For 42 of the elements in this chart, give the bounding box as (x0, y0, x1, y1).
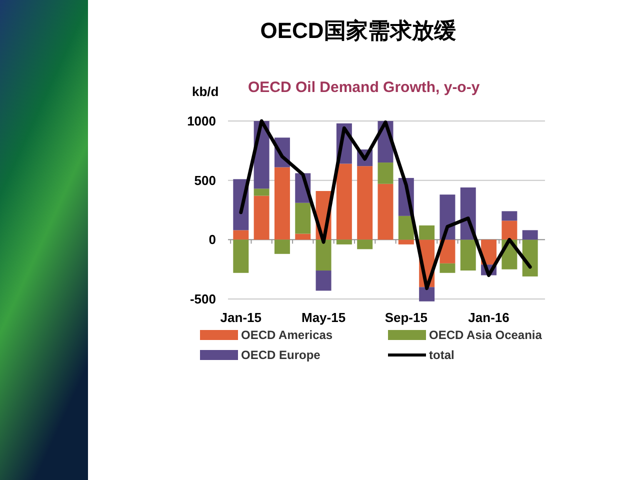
bar (316, 270, 332, 291)
bar (502, 220, 518, 240)
x-tick-label: Sep-15 (384, 310, 428, 325)
bar (254, 196, 270, 240)
bar (274, 240, 290, 254)
bar (316, 240, 332, 271)
bar (502, 211, 518, 221)
bar (398, 216, 414, 240)
bar (336, 240, 352, 244)
legend-label: OECD Europe (241, 348, 321, 362)
line-series (239, 119, 532, 290)
bar (419, 225, 435, 240)
bar (440, 263, 456, 273)
bar (233, 240, 249, 273)
y-tick-label: 0 (208, 232, 216, 248)
bar (522, 230, 538, 240)
bar (357, 240, 373, 250)
x-tick-label: Jan-16 (468, 310, 510, 325)
bar (460, 240, 476, 271)
bar (295, 202, 311, 234)
bar (378, 162, 394, 184)
bar (419, 287, 435, 302)
x-tick-label: May-15 (301, 310, 346, 325)
y-tick-label: 1000 (187, 114, 216, 129)
bar (233, 230, 249, 240)
bar (336, 164, 352, 240)
chart-title: OECD国家需求放缓 (260, 18, 456, 43)
legend-label: OECD Americas (241, 328, 333, 342)
bar (254, 188, 270, 196)
chart-subtitle: OECD Oil Demand Growth, y-o-y (248, 79, 480, 96)
x-tick-label: Jan-15 (220, 310, 262, 325)
bar (274, 167, 290, 240)
y-axis-title: kb/d (192, 84, 219, 99)
bar (522, 240, 538, 276)
bar (357, 166, 373, 240)
legend-label: OECD Asia Oceania (429, 328, 542, 342)
legend-label: total (429, 348, 454, 362)
bar (295, 234, 311, 240)
y-tick-label: -500 (190, 292, 216, 307)
bar (378, 184, 394, 240)
bar (398, 240, 414, 244)
y-tick-label: 500 (194, 172, 216, 188)
